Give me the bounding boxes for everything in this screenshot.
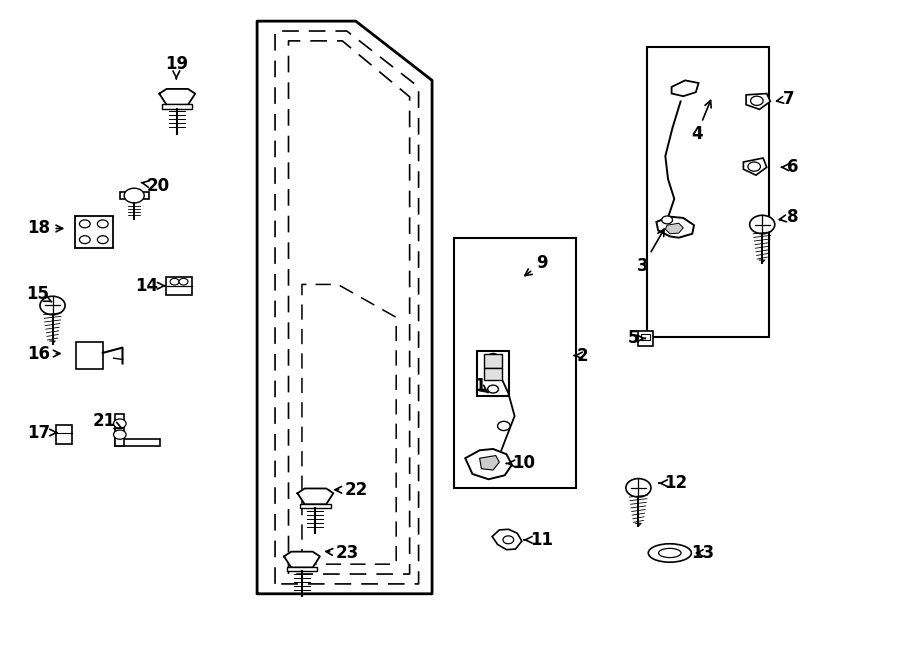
Bar [75, 216, 112, 248]
Polygon shape [656, 217, 694, 238]
Polygon shape [665, 223, 683, 234]
Polygon shape [743, 158, 767, 175]
Circle shape [40, 296, 65, 315]
Circle shape [79, 220, 90, 228]
Bar [162, 104, 193, 108]
Bar [647, 48, 769, 337]
Circle shape [170, 278, 179, 285]
Polygon shape [465, 449, 512, 479]
Text: 21: 21 [93, 412, 122, 430]
Polygon shape [284, 552, 319, 567]
Bar [477, 351, 509, 396]
Circle shape [113, 430, 126, 440]
Text: 23: 23 [326, 544, 358, 562]
Bar [484, 354, 502, 368]
Text: 19: 19 [165, 55, 188, 79]
Ellipse shape [659, 549, 681, 558]
Bar [301, 504, 330, 508]
Polygon shape [159, 89, 195, 104]
Circle shape [662, 216, 672, 224]
Bar [76, 342, 103, 369]
Polygon shape [492, 529, 522, 550]
Circle shape [124, 188, 144, 203]
Ellipse shape [648, 544, 691, 563]
Bar [642, 334, 650, 340]
Bar [115, 439, 160, 446]
Polygon shape [671, 81, 698, 96]
Bar [166, 276, 193, 295]
Text: 5: 5 [628, 329, 645, 348]
Text: 3: 3 [637, 229, 664, 275]
Circle shape [79, 236, 90, 244]
Text: 16: 16 [28, 344, 60, 362]
Text: 22: 22 [335, 481, 367, 499]
Text: 8: 8 [779, 208, 798, 226]
Text: 12: 12 [659, 474, 688, 492]
Text: 13: 13 [691, 544, 715, 562]
Circle shape [750, 215, 775, 234]
Bar [120, 192, 148, 199]
Text: 15: 15 [26, 286, 51, 303]
Circle shape [498, 421, 510, 430]
Circle shape [748, 162, 760, 171]
Text: 4: 4 [691, 100, 711, 143]
Circle shape [488, 385, 499, 393]
Circle shape [751, 96, 763, 105]
Text: 10: 10 [507, 455, 536, 473]
Bar [115, 414, 124, 446]
Bar [484, 368, 502, 380]
Bar [287, 566, 317, 571]
Text: 17: 17 [28, 424, 57, 442]
Polygon shape [298, 488, 333, 504]
Bar [454, 239, 576, 488]
Bar [56, 424, 72, 444]
Circle shape [97, 220, 108, 228]
Text: 18: 18 [28, 219, 63, 237]
Circle shape [179, 278, 188, 285]
Circle shape [503, 536, 514, 544]
Text: 9: 9 [525, 254, 547, 276]
Circle shape [488, 354, 499, 362]
Text: 14: 14 [135, 277, 165, 295]
Polygon shape [480, 455, 500, 470]
Text: 11: 11 [525, 531, 553, 549]
Text: 6: 6 [781, 158, 798, 176]
Polygon shape [746, 94, 770, 109]
Text: 2: 2 [574, 346, 589, 364]
Text: 7: 7 [777, 90, 795, 108]
Circle shape [113, 419, 126, 428]
Text: 1: 1 [474, 377, 488, 395]
Circle shape [97, 236, 108, 244]
Text: 20: 20 [141, 176, 170, 195]
Bar [638, 331, 653, 346]
Circle shape [626, 479, 651, 497]
